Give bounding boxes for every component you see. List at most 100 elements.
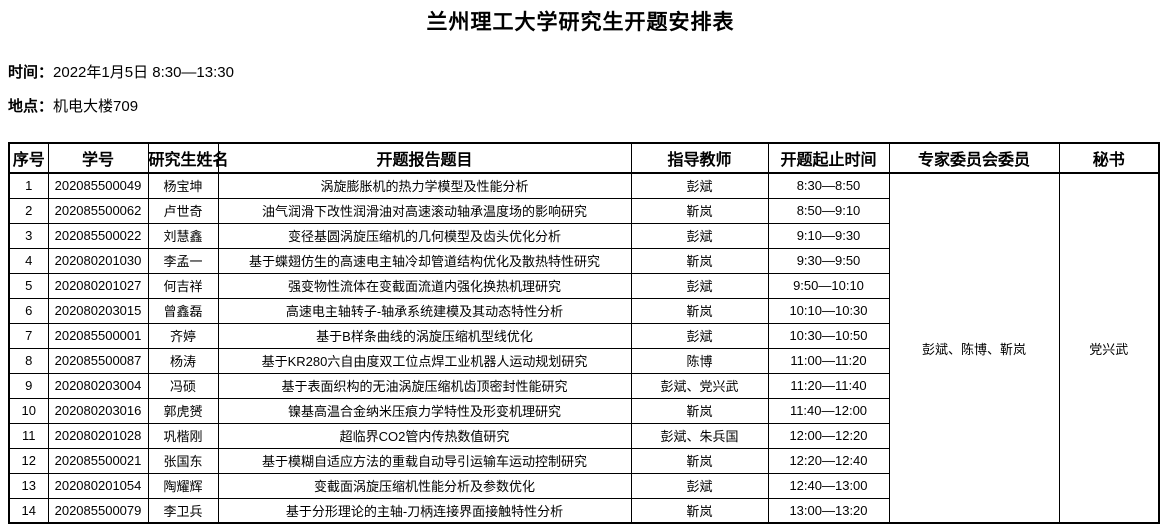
cell-time: 10:10—10:30 (767, 297, 890, 324)
table-row: 7 202085500001 齐婷 基于B样条曲线的涡旋压缩机型线优化 彭斌 10:30—… (8, 322, 1159, 349)
col-header-time: 开题起止时间 (767, 142, 890, 174)
table-row: 8 202085500087 杨涛 基于KR280六自由度双工位点焊工业机器人运动规划… (8, 347, 1159, 374)
cell-time: 13:00—13:20 (767, 497, 890, 524)
table-row: 6 202080203015 曾鑫磊 高速电主轴转子-轴承系统建模及其动态特性分析 靳岚… (8, 297, 1159, 324)
cell-advisor: 彭斌、党兴武 (630, 372, 769, 399)
cell-topic: 变截面涡旋压缩机性能分析及参数优化 (217, 472, 632, 499)
cell-student-id: 202080201054 (47, 472, 149, 499)
cell-topic: 基于模糊自适应方法的重载自动导引运输车运动控制研究 (217, 447, 632, 474)
table-row: 14 202085500079 李卫兵 基于分形理论的主轴-刀柄连接界面接触特性分析靳… (8, 497, 1159, 524)
cell-advisor: 彭斌 (630, 472, 769, 499)
cell-student-id: 202085500021 (47, 447, 149, 474)
cell-no: 4 (8, 247, 49, 274)
cell-advisor: 彭斌 (630, 322, 769, 349)
cell-no: 7 (8, 322, 49, 349)
cell-topic: 超临界CO2管内传热数值研究 (217, 422, 632, 449)
col-header-student-id: 学号 (47, 142, 149, 174)
page-title: 兰州理工大学研究生开题安排表 (426, 11, 735, 34)
table-row: 11 202080201028 巩楷刚 超临界CO2管内传热数值研究 彭斌、朱兵国 12:… (8, 422, 1159, 449)
cell-advisor: 彭斌 (630, 222, 769, 249)
cell-no: 2 (8, 197, 49, 224)
cell-no: 13 (8, 472, 49, 499)
time-label: 时间： (8, 64, 54, 81)
cell-student-id: 202080203004 (47, 372, 149, 399)
cell-student-id: 202080203016 (47, 397, 149, 424)
cell-no: 8 (8, 347, 49, 374)
cell-name: 何吉祥 (147, 272, 219, 299)
cell-time: 9:30—9:50 (767, 247, 890, 274)
cell-topic: 镍基高温合金纳米压痕力学特性及形变机理研究 (217, 397, 632, 424)
cell-topic: 强变物性流体在变截面流道内强化换热机理研究 (217, 272, 632, 299)
cell-student-id: 202085500079 (47, 497, 149, 524)
cell-time: 11:20—11:40 (767, 372, 890, 399)
col-header-topic: 开题报告题目 (217, 142, 632, 174)
cell-student-id: 202085500087 (47, 347, 149, 374)
cell-no: 9 (8, 372, 49, 399)
cell-name: 陶耀辉 (147, 472, 219, 499)
cell-advisor: 彭斌 (630, 172, 769, 199)
col-header-name: 研究生姓名 (147, 142, 229, 174)
cell-no: 12 (8, 447, 49, 474)
meta-time-line: 时间：2022年1月5日 8:30—13:30 (8, 64, 1161, 82)
cell-time: 11:00—11:20 (767, 347, 890, 374)
cell-student-id: 202080201030 (47, 247, 149, 274)
cell-time: 10:30—10:50 (767, 322, 890, 349)
col-header-secretary: 秘书 (1058, 142, 1160, 174)
cell-advisor: 靳岚 (630, 447, 769, 474)
col-header-no: 序号 (8, 142, 49, 174)
cell-advisor: 靳岚 (630, 397, 769, 424)
table-row: 12 202085500021 张国东 基于模糊自适应方法的重载自动导引运输车运动控制… (8, 447, 1159, 474)
cell-no: 11 (8, 422, 49, 449)
table-row: 4 202080201030 李孟一 基于蝶翅仿生的高速电主轴冷却管道结构优化及散热特… (8, 247, 1159, 274)
cell-student-id: 202080201027 (47, 272, 149, 299)
secretary-cell: 党兴武 (1058, 172, 1160, 524)
cell-topic: 基于蝶翅仿生的高速电主轴冷却管道结构优化及散热特性研究 (217, 247, 632, 274)
cell-student-id: 202085500049 (47, 172, 149, 199)
cell-no: 5 (8, 272, 49, 299)
cell-time: 12:20—12:40 (767, 447, 890, 474)
table-row: 13 202080201054 陶耀辉 变截面涡旋压缩机性能分析及参数优化 彭斌 12:4… (8, 472, 1159, 499)
cell-name: 曾鑫磊 (147, 297, 219, 324)
cell-topic: 涡旋膨胀机的热力学模型及性能分析 (217, 172, 632, 199)
cell-topic: 基于分形理论的主轴-刀柄连接界面接触特性分析 (217, 497, 632, 524)
cell-time: 9:10—9:30 (767, 222, 890, 249)
header-row: 序号 学号 研究生姓名 开题报告题目 指导教师 开题起止时间 专家委员会委员 秘… (8, 142, 1160, 174)
cell-name: 杨宝坤 (147, 172, 219, 199)
table-row: 9 202080203004 冯硕 基于表面织构的无油涡旋压缩机齿顶密封性能研究 彭斌、… (8, 372, 1159, 399)
cell-no: 1 (8, 172, 49, 199)
cell-time: 8:50—9:10 (767, 197, 890, 224)
cell-name: 李孟一 (147, 247, 219, 274)
cell-no: 10 (8, 397, 49, 424)
cell-advisor: 彭斌、朱兵国 (630, 422, 769, 449)
cell-student-id: 202085500062 (47, 197, 149, 224)
cell-time: 12:40—13:00 (767, 472, 890, 499)
cell-name: 李卫兵 (147, 497, 219, 524)
table-body: 1 202085500049 杨宝坤 涡旋膨胀机的热力学模型及性能分析 彭斌 8:30—8… (8, 172, 1160, 524)
table-row: 1 202085500049 杨宝坤 涡旋膨胀机的热力学模型及性能分析 彭斌 8:30—8… (8, 172, 1160, 524)
cell-student-id: 202085500022 (47, 222, 149, 249)
cell-student-id: 202080201028 (47, 422, 149, 449)
cell-name: 杨涛 (147, 347, 219, 374)
cell-advisor: 靳岚 (630, 497, 769, 524)
cell-advisor: 靳岚 (630, 197, 769, 224)
cell-name: 巩楷刚 (147, 422, 219, 449)
cell-name: 郭虎赟 (147, 397, 219, 424)
cell-name: 冯硕 (147, 372, 219, 399)
cell-topic: 基于B样条曲线的涡旋压缩机型线优化 (217, 322, 632, 349)
table-row: 5 202080201027 何吉祥 强变物性流体在变截面流道内强化换热机理研究 彭斌 9… (8, 272, 1159, 299)
cell-name: 齐婷 (147, 322, 219, 349)
location-value: 机电大楼709 (53, 98, 139, 115)
cell-advisor: 彭斌 (630, 272, 769, 299)
cell-advisor: 陈博 (630, 347, 769, 374)
cell-topic: 基于KR280六自由度双工位点焊工业机器人运动规划研究 (217, 347, 632, 374)
cell-name: 卢世奇 (147, 197, 219, 224)
cell-student-id: 202080203015 (47, 297, 149, 324)
cell-time: 11:40—12:00 (767, 397, 890, 424)
cell-topic: 高速电主轴转子-轴承系统建模及其动态特性分析 (217, 297, 632, 324)
cell-advisor: 靳岚 (630, 297, 769, 324)
location-label: 地点： (8, 98, 54, 115)
meta-location-line: 地点：机电大楼709 (8, 98, 1161, 116)
cell-advisor: 靳岚 (630, 247, 769, 274)
cell-name: 刘慧鑫 (147, 222, 219, 249)
